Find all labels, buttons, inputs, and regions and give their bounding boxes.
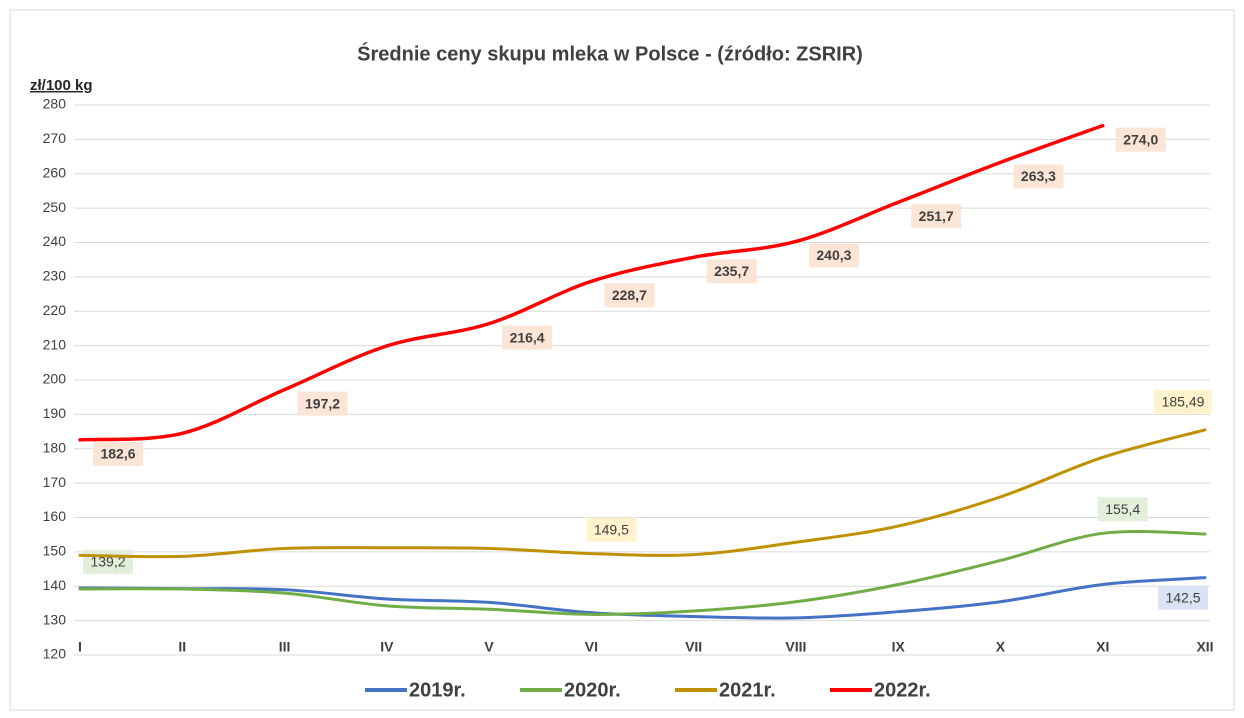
y-tick-label: 210 [43, 336, 67, 352]
series-line [78, 530, 1207, 616]
chart-frame [9, 9, 1235, 711]
data-label: 251,7 [919, 208, 954, 224]
series-line [78, 576, 1207, 620]
y-tick-label: 200 [43, 371, 67, 387]
x-tick-label: VII [685, 639, 702, 655]
y-tick-label: 140 [43, 577, 67, 593]
data-label: 197,2 [305, 395, 340, 411]
data-label-bg [604, 283, 655, 308]
data-label-bg [706, 259, 757, 284]
data-label: 139,2 [90, 554, 125, 570]
data-label: 155,4 [1105, 501, 1140, 517]
data-label: 185,49 [1162, 394, 1205, 410]
x-tick-label: VIII [785, 639, 806, 655]
data-label: 235,7 [714, 263, 749, 279]
data-label-bg [911, 204, 962, 229]
legend-label: 2021r. [719, 679, 776, 701]
x-tick-label: X [996, 639, 1006, 655]
data-label: 228,7 [612, 287, 647, 303]
data-label-bg [1097, 497, 1148, 522]
y-tick-label: 120 [43, 646, 67, 662]
y-tick-label: 160 [43, 508, 67, 524]
y-tick-label: 280 [43, 96, 67, 112]
series-line [78, 428, 1207, 559]
data-label: 263,3 [1021, 168, 1056, 184]
data-label-bg [83, 550, 133, 574]
x-tick-label: IV [380, 639, 394, 655]
data-label-bg [586, 517, 637, 542]
x-tick-label: III [279, 639, 291, 655]
y-tick-label: 270 [43, 130, 67, 146]
x-tick-label: IX [892, 639, 906, 655]
x-tick-label: XII [1196, 639, 1213, 655]
data-label: 142,5 [1165, 589, 1200, 605]
x-tick-label: II [178, 639, 186, 655]
y-tick-label: 260 [43, 164, 67, 180]
x-tick-label: VI [585, 639, 598, 655]
y-tick-label: 130 [43, 611, 67, 627]
data-label-bg [502, 325, 553, 350]
x-tick-label: V [484, 639, 494, 655]
y-tick-label: 170 [43, 474, 67, 490]
data-label-bg [297, 391, 348, 416]
data-label-bg [1115, 127, 1166, 152]
y-tick-label: 250 [43, 199, 67, 215]
data-label-bg [1154, 389, 1212, 414]
y-tick-label: 190 [43, 405, 67, 421]
legend-label: 2019r. [409, 679, 466, 701]
data-label: 274,0 [1123, 131, 1158, 147]
y-tick-label: 240 [43, 233, 67, 249]
y-tick-label: 150 [43, 543, 67, 559]
y-tick-label: 180 [43, 439, 67, 455]
x-tick-label: XI [1096, 639, 1109, 655]
data-label: 182,6 [100, 446, 135, 462]
data-label-bg [808, 243, 859, 268]
legend-label: 2020r. [564, 679, 621, 701]
x-tick-label: I [78, 639, 82, 655]
y-tick-label: 220 [43, 302, 67, 318]
chart-title: Średnie ceny skupu mleka w Polsce - (źró… [357, 41, 863, 65]
y-tick-label: 230 [43, 268, 67, 284]
legend-label: 2022r. [874, 679, 931, 701]
data-label-bg [1013, 164, 1064, 189]
y-axis-label: zł/100 kg [30, 77, 93, 94]
data-label: 149,5 [594, 521, 629, 537]
data-label: 216,4 [510, 329, 545, 345]
series-line [78, 123, 1105, 442]
data-label-bg [1158, 585, 1208, 610]
data-label-bg [93, 441, 143, 466]
data-label: 240,3 [816, 247, 851, 263]
